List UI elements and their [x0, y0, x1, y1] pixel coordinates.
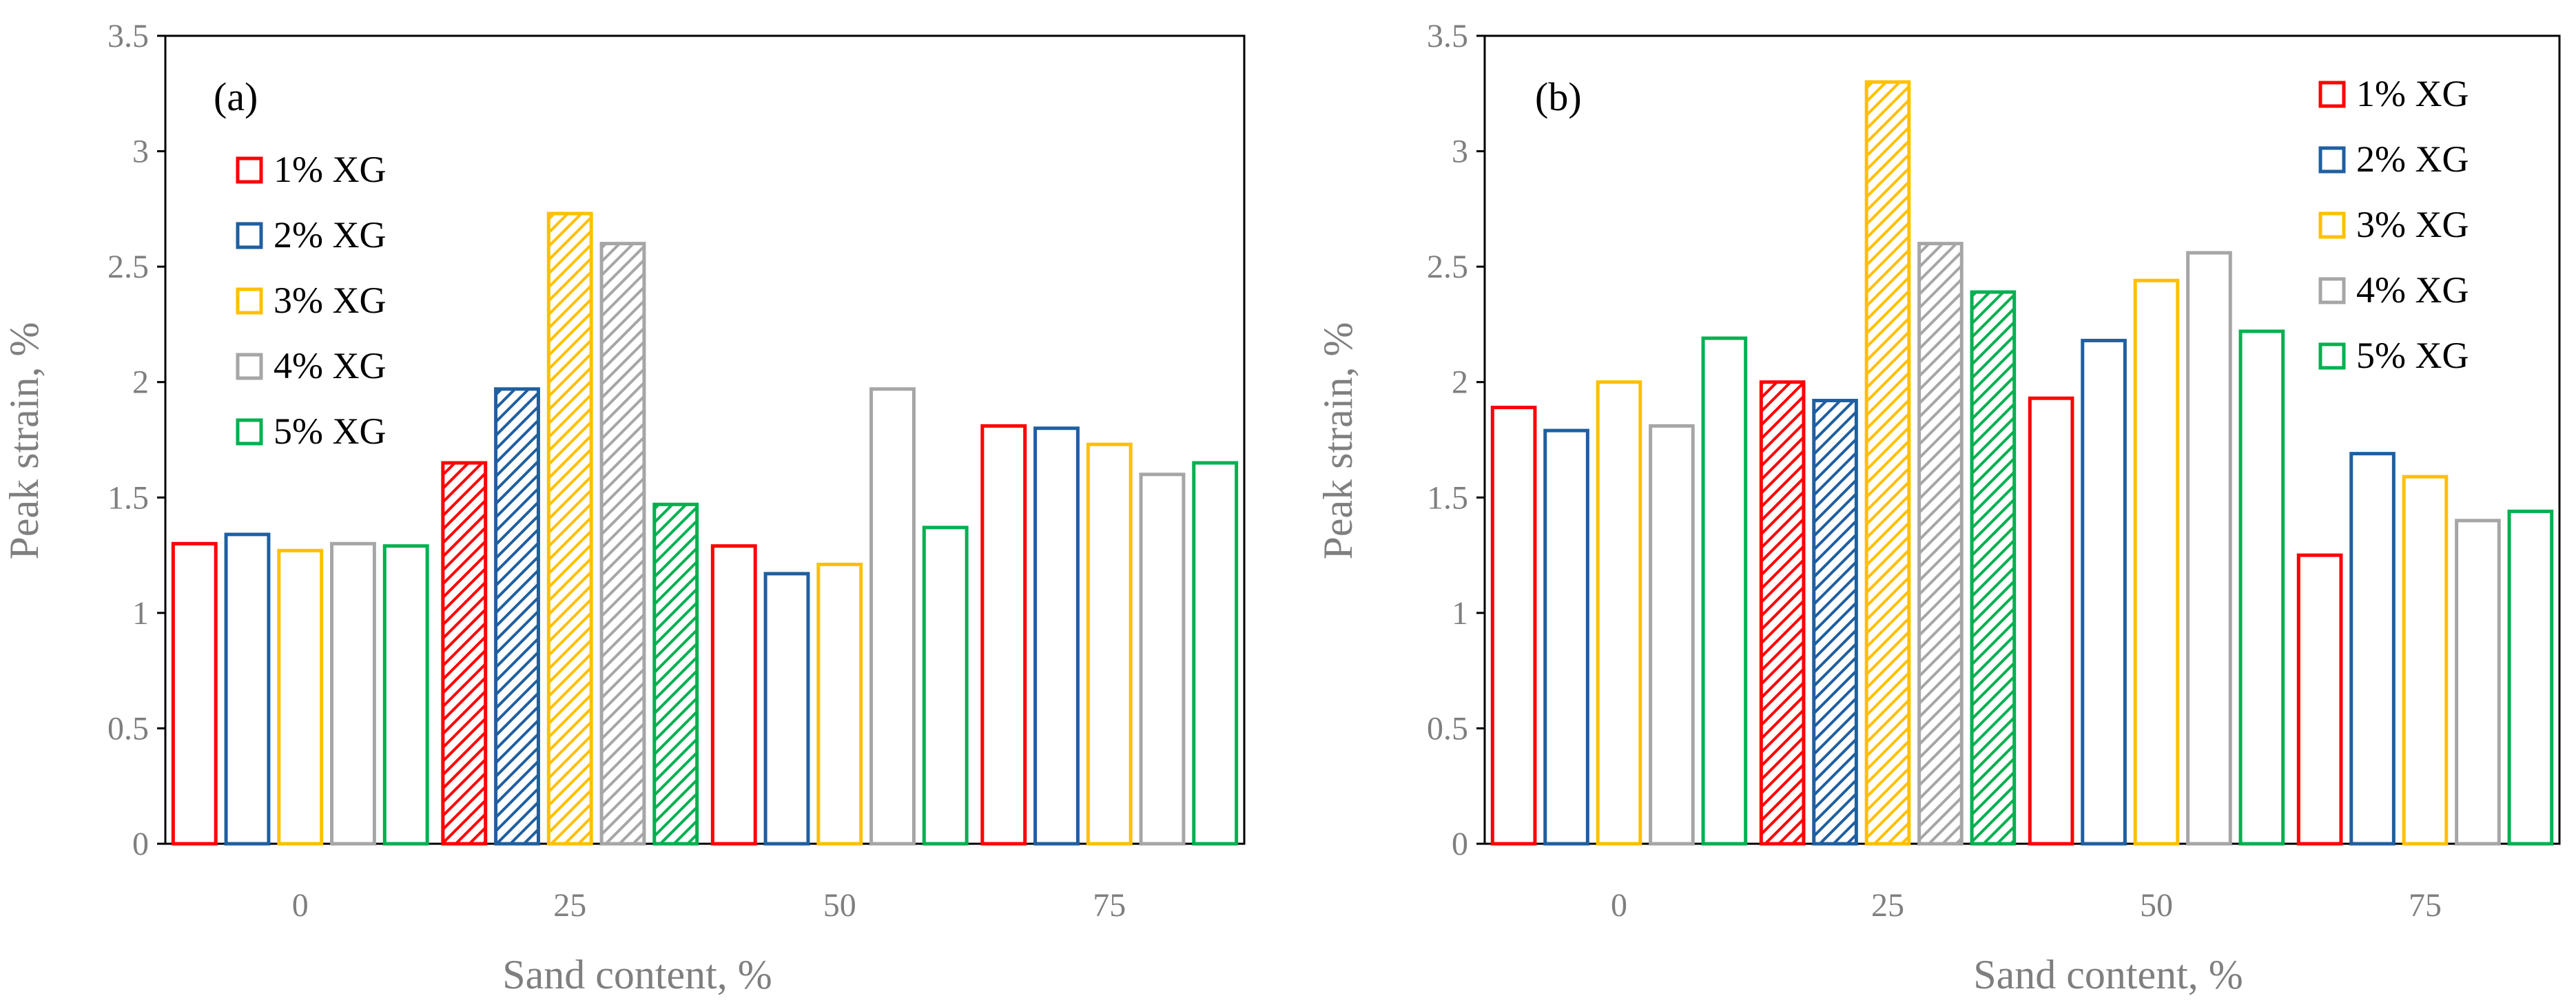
bar-2-xgcat-75 — [2349, 452, 2395, 846]
legend-label: 3% XG — [2356, 204, 2469, 245]
bar-5-xgcat-0 — [382, 544, 429, 846]
y-axis-title: Peak strain, % — [1, 322, 47, 560]
y-tick-label: 0 — [132, 826, 149, 862]
bar-4-xgcat-25 — [1917, 242, 1964, 846]
bar-5-xgcat-75 — [2507, 509, 2554, 846]
y-tick-label: 3 — [132, 134, 149, 170]
y-tick-label: 0 — [1452, 826, 1468, 862]
bar-5-xgcat-25 — [1970, 290, 2017, 846]
bar-2-xgcat-50 — [763, 572, 810, 846]
bar-4-xgcat-50 — [2186, 251, 2232, 846]
x-tick-label: 75 — [2409, 887, 2442, 924]
bar-3-xgcat-50 — [816, 562, 863, 846]
y-tick-label: 3 — [1452, 134, 1468, 170]
bar-1-xgcat-25 — [1759, 380, 1806, 846]
legend-swatch — [2318, 342, 2346, 370]
y-tick-label: 1.5 — [107, 479, 149, 516]
legend-swatch — [2318, 81, 2346, 108]
y-axis-title: Peak strain, % — [1315, 322, 1361, 560]
bar-1-xgcat-0 — [171, 541, 218, 846]
bar-5-xgcat-50 — [2238, 329, 2285, 846]
legend-label: 2% XG — [2356, 138, 2469, 180]
chart-panel-b: 0 0.5 1 1.5 2 2.5 3 3.5 0 25 50 75 Sand content, % Pe… — [1315, 18, 2561, 997]
bar-2-xgcat-50 — [2081, 338, 2127, 846]
x-tick-label: 50 — [2140, 887, 2173, 924]
y-tick-label: 0.5 — [107, 710, 149, 747]
y-tick-label: 2 — [1452, 364, 1468, 401]
x-axis-title: Sand content, % — [502, 952, 772, 997]
y-tick-label: 3.5 — [107, 18, 149, 54]
bar-3-xgcat-75 — [1086, 442, 1133, 846]
bar-1-xgcat-25 — [441, 461, 488, 846]
plot-area-border — [1483, 34, 2561, 845]
y-tick-label: 1 — [132, 595, 149, 632]
legend-swatch — [236, 287, 263, 315]
bar-3-xgcat-75 — [2402, 475, 2449, 846]
legend-label: 3% XG — [274, 280, 386, 321]
bar-5-xgcat-25 — [652, 502, 699, 846]
panel-label: (a) — [214, 74, 258, 119]
legend-swatch — [236, 222, 263, 249]
bar-1-xgcat-50 — [2028, 396, 2074, 846]
bar-1-xgcat-75 — [980, 424, 1027, 846]
bar-3-xgcat-25 — [1864, 80, 1911, 846]
x-tick-label: 50 — [823, 887, 856, 924]
legend-swatch — [2318, 211, 2346, 239]
bar-5-xgcat-50 — [922, 526, 969, 846]
legend-swatch — [2318, 146, 2346, 174]
bar-4-xgcat-0 — [330, 541, 376, 846]
bar-2-xgcat-0 — [1543, 428, 1589, 846]
bar-5-xgcat-0 — [1701, 336, 1748, 846]
bar-4-xgcat-50 — [869, 387, 916, 846]
x-tick-label: 25 — [1871, 887, 1904, 924]
legend-label: 1% XG — [2356, 73, 2469, 114]
x-tick-label: 0 — [1611, 887, 1627, 924]
x-axis-title: Sand content, % — [1973, 952, 2243, 997]
legend-label: 5% XG — [2356, 335, 2469, 376]
legend-label: 2% XG — [274, 214, 386, 256]
bar-3-xgcat-50 — [2133, 278, 2180, 846]
bar-4-xgcat-75 — [2455, 519, 2501, 846]
bar-2-xgcat-75 — [1033, 426, 1080, 846]
x-tick-label: 0 — [292, 887, 309, 924]
legend-swatch — [236, 418, 263, 446]
bar-3-xgcat-0 — [1596, 380, 1642, 846]
bar-2-xgcat-25 — [494, 387, 540, 846]
y-tick-label: 1 — [1452, 595, 1468, 632]
legend-swatch — [236, 353, 263, 380]
legend-label: 4% XG — [2356, 269, 2469, 311]
bar-4-xgcat-75 — [1139, 473, 1186, 846]
legend-label: 4% XG — [274, 345, 386, 386]
legend-label: 1% XG — [274, 149, 386, 190]
y-tick-label: 3.5 — [1427, 18, 1468, 54]
bar-4-xgcat-25 — [599, 242, 646, 846]
y-tick-label: 2.5 — [107, 249, 149, 285]
bar-4-xgcat-0 — [1649, 424, 1695, 846]
legend-label: 5% XG — [274, 411, 386, 452]
bar-1-xgcat-0 — [1490, 406, 1537, 846]
bar-3-xgcat-0 — [277, 548, 324, 846]
legend-swatch — [236, 156, 263, 184]
bar-3-xgcat-25 — [546, 211, 593, 846]
x-tick-label: 75 — [1093, 887, 1126, 924]
bar-1-xgcat-50 — [710, 544, 757, 846]
legend-swatch — [2318, 277, 2346, 304]
x-tick-label: 25 — [553, 887, 586, 924]
y-tick-label: 1.5 — [1427, 479, 1468, 516]
chart-panel-a: 0 0.5 1 1.5 2 2.5 3 3.5 0 25 50 75 Sand content, % Pe… — [1, 18, 1246, 997]
bar-5-xgcat-75 — [1192, 461, 1239, 846]
panel-label: (b) — [1535, 74, 1582, 119]
y-tick-label: 2 — [132, 364, 149, 401]
y-tick-label: 0.5 — [1427, 710, 1468, 747]
bar-2-xgcat-0 — [224, 532, 271, 846]
y-tick-label: 2.5 — [1427, 249, 1468, 285]
bar-2-xgcat-25 — [1812, 399, 1858, 846]
plot-area-border — [164, 34, 1246, 845]
bar-1-xgcat-75 — [2296, 553, 2343, 846]
